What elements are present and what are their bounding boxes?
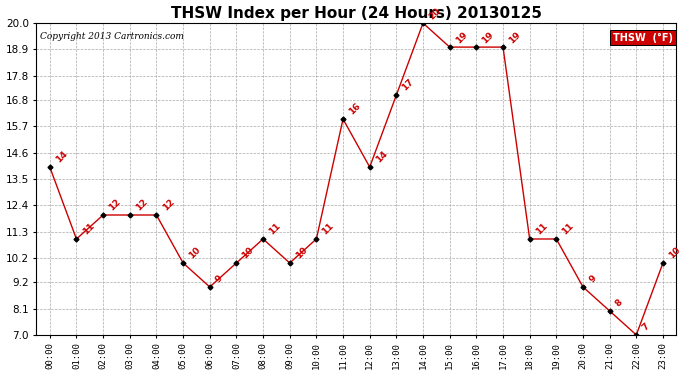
- Text: 11: 11: [321, 222, 336, 237]
- Text: 16: 16: [347, 102, 362, 117]
- Text: 11: 11: [560, 222, 575, 237]
- Text: 10: 10: [294, 246, 309, 261]
- Text: 10: 10: [667, 246, 682, 261]
- Text: 11: 11: [81, 222, 96, 237]
- Text: 10: 10: [187, 246, 202, 261]
- Text: 14: 14: [54, 150, 69, 165]
- Text: 20: 20: [427, 6, 442, 21]
- Text: 12: 12: [161, 198, 176, 213]
- Text: 11: 11: [267, 222, 282, 237]
- Text: 19: 19: [480, 30, 496, 45]
- Text: 12: 12: [107, 198, 122, 213]
- Text: 10: 10: [241, 246, 256, 261]
- Text: 9: 9: [587, 274, 598, 285]
- Text: 7: 7: [640, 322, 651, 333]
- Text: Copyright 2013 Cartronics.com: Copyright 2013 Cartronics.com: [39, 33, 184, 42]
- Text: THSW  (°F): THSW (°F): [613, 33, 673, 42]
- Text: 19: 19: [454, 30, 469, 45]
- Text: 14: 14: [374, 150, 389, 165]
- Text: 9: 9: [214, 274, 225, 285]
- Text: 17: 17: [400, 78, 416, 93]
- Text: 11: 11: [534, 222, 549, 237]
- Text: 8: 8: [614, 298, 624, 309]
- Title: THSW Index per Hour (24 Hours) 20130125: THSW Index per Hour (24 Hours) 20130125: [171, 6, 542, 21]
- Text: 12: 12: [134, 198, 149, 213]
- Text: 19: 19: [507, 30, 522, 45]
